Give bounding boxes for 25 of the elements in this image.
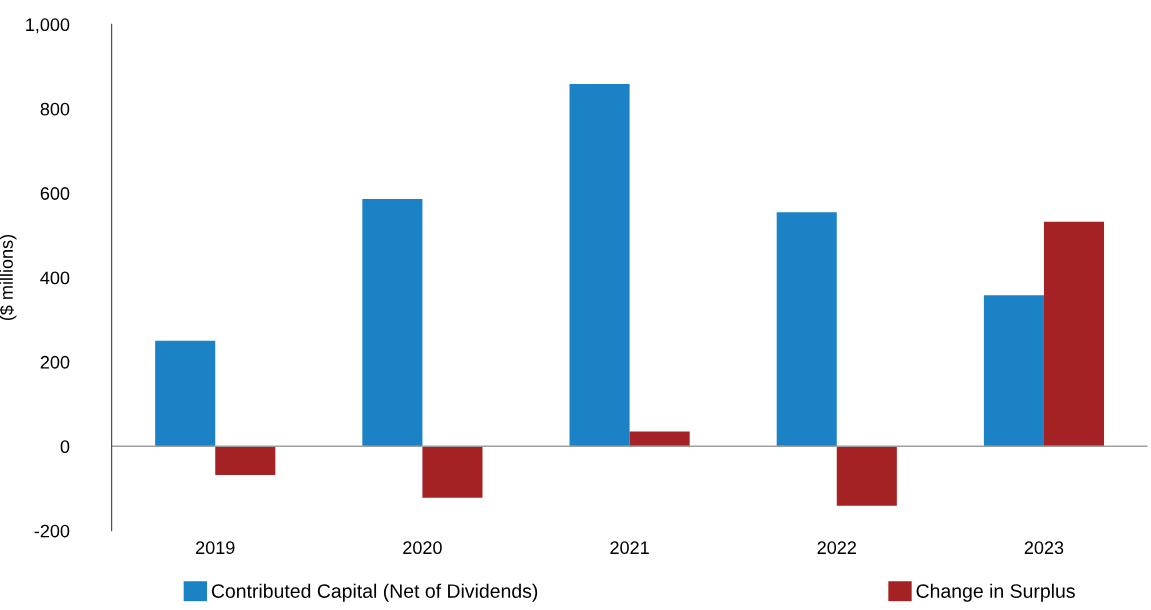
y-tick-label: 0 — [60, 440, 70, 454]
bar — [836, 446, 897, 506]
y-tick-label: 1,000 — [26, 18, 70, 34]
bar — [983, 295, 1044, 447]
legend-label: Contributed Capital (Net of Dividends) — [211, 583, 538, 602]
y-axis-title: ($ millions) — [0, 235, 17, 321]
bar — [215, 446, 276, 476]
x-tick-label: 2023 — [1024, 541, 1064, 555]
y-tick-label: 400 — [40, 271, 70, 285]
bar — [422, 446, 483, 498]
x-tick-label: 2022 — [817, 541, 856, 555]
y-tick-label: 600 — [40, 187, 70, 200]
bar — [629, 431, 690, 447]
bar — [155, 340, 216, 447]
legend-label: Change in Surplus — [916, 583, 1075, 602]
x-tick-label: 2019 — [196, 541, 235, 555]
x-tick-label: 2020 — [403, 541, 442, 555]
y-tick-label: 200 — [40, 355, 70, 369]
bar — [1043, 221, 1105, 447]
y-tick-label: -200 — [34, 524, 70, 538]
x-tick-label: 2021 — [610, 541, 649, 555]
bar — [776, 212, 837, 447]
bar — [362, 199, 423, 447]
bar — [569, 83, 630, 447]
y-tick-label: 800 — [40, 102, 70, 116]
